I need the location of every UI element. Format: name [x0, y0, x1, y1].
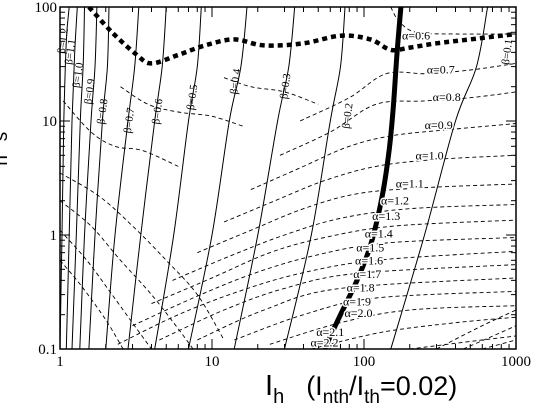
- y-tick-label: 1: [50, 228, 58, 244]
- alpha-contour-line: [120, 86, 244, 127]
- x-tick-label: 1: [56, 354, 64, 370]
- alpha-contour-label: α=1.6: [355, 254, 383, 268]
- beta-contour-label: β=0.3: [278, 72, 294, 99]
- alpha-contour-label: α=1.5: [356, 240, 384, 254]
- plot-frame: [59, 6, 517, 350]
- alpha-contour-line: [269, 305, 516, 345]
- alpha-contour-label: α=2.2: [311, 336, 339, 350]
- beta-contour-label: β=0.7: [122, 107, 138, 134]
- x-tick-label: 10: [205, 354, 220, 370]
- alpha-contour-label: α=2.1: [316, 325, 344, 339]
- alpha-contour-label: α=1.1: [396, 177, 424, 191]
- beta-contour-line: [188, 7, 248, 349]
- alpha-contour-line: [436, 309, 516, 349]
- alpha-contour-line: [223, 77, 319, 105]
- y-tick-label: 100: [35, 0, 58, 16]
- x-axis-title: Ih (Inth/Ith=0.02): [265, 370, 457, 408]
- beta-contour-label: β=0.8: [95, 98, 111, 125]
- alpha-contour-line: [197, 277, 516, 341]
- alpha-contour-line: [463, 325, 516, 349]
- alpha-contour-label: α=1.4: [365, 227, 393, 241]
- beta-contour-label: β=1.2: [56, 27, 71, 54]
- alpha-contour-label: α=1.7: [353, 267, 381, 281]
- beta-contour-line: [390, 7, 489, 349]
- beta-contour-label: β=0.6: [150, 98, 166, 125]
- alpha-contour-label: α=1.3: [372, 209, 400, 223]
- alpha-contour-label: α=1.2: [381, 194, 409, 208]
- beta-contour-line: [154, 7, 202, 349]
- alpha-contour-line: [311, 316, 516, 349]
- alpha-contour-line: [279, 91, 516, 156]
- alpha-contour-line: [172, 204, 516, 281]
- beta-contour-line: [233, 7, 296, 349]
- thick-dotted-curve: [87, 7, 516, 66]
- x-tick-label: 100: [353, 354, 376, 370]
- x-tick-label: 1000: [501, 354, 531, 370]
- beta-contour-line: [60, 7, 70, 349]
- beta-contour-label: β=0.4: [228, 68, 244, 95]
- beta-contour-label: β=0.2: [340, 102, 355, 129]
- beta-contour-label: β=1.1: [63, 38, 78, 65]
- alpha-contour-label: α=0.6: [402, 28, 430, 42]
- y-tick-label: 0.1: [38, 342, 57, 358]
- thick-solid-curve: [322, 7, 404, 349]
- alpha-contour-label: α=2.0: [344, 306, 372, 320]
- beta-contour-line: [284, 7, 346, 349]
- alpha-contour-line: [117, 250, 516, 345]
- alpha-contour-line: [234, 290, 516, 341]
- plot-area: [60, 7, 516, 349]
- y-axis-title: lh/ls: [0, 132, 12, 172]
- alpha-contour-line: [60, 260, 124, 349]
- alpha-contour-label: α=0.7: [427, 63, 455, 77]
- beta-contour-label: β=1.0: [71, 61, 87, 88]
- alpha-contour-label: α=0.9: [425, 118, 453, 132]
- beta-contour-line: [127, 7, 167, 349]
- alpha-contour-label: α=1.8: [347, 280, 375, 294]
- contour-label-layer: β=1.2β=1.1β=1.0β=0.9β=0.8 β=0.7 β=0.6 β=0.5…: [56, 27, 516, 351]
- beta-contour-line: [65, 7, 78, 349]
- alpha-contour-line: [250, 123, 516, 191]
- alpha-contour-line: [159, 264, 516, 341]
- beta-contour-label: β=0.5: [185, 83, 201, 110]
- alpha-contour-label: α=1.9: [343, 295, 371, 309]
- alpha-contour-line: [390, 7, 516, 35]
- contour-layer: [60, 7, 516, 349]
- alpha-contour-line: [62, 100, 179, 167]
- beta-contour-label: β=0.1: [500, 38, 515, 65]
- beta-contour-line: [71, 7, 85, 349]
- alpha-contour-line: [299, 62, 516, 122]
- beta-contour-label: β=0.9: [82, 78, 98, 105]
- alpha-contour-line: [132, 237, 516, 327]
- alpha-contour-line: [409, 335, 516, 349]
- alpha-contour-label: α=0.8: [433, 90, 461, 104]
- alpha-contour-line: [60, 229, 152, 349]
- alpha-contour-line: [197, 183, 516, 254]
- y-tick-label: 10: [42, 114, 57, 130]
- beta-contour-line: [88, 7, 110, 349]
- beta-contour-line: [79, 7, 98, 349]
- alpha-contour-label: α=1.0: [416, 148, 444, 162]
- alpha-contour-line: [223, 154, 516, 223]
